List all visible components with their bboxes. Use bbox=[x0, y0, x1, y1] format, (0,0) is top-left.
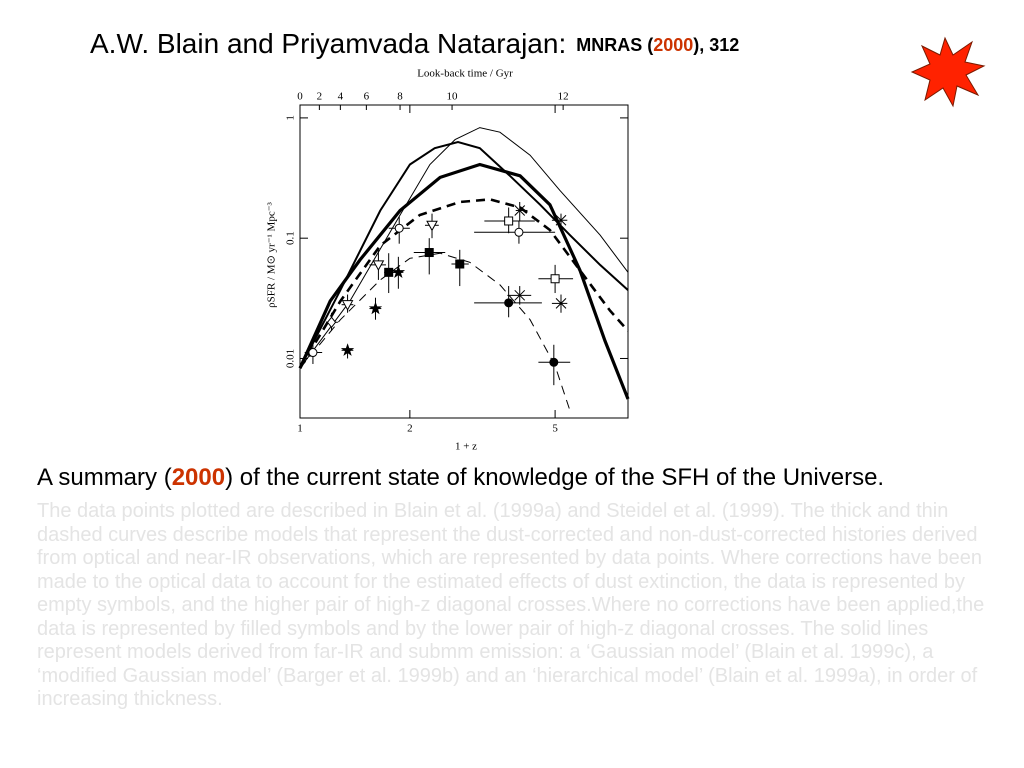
data-point bbox=[424, 248, 434, 258]
data-point bbox=[514, 289, 526, 301]
plot-area: Look-back time / Gyr 1 + z ρSFR / M⊙ yr⁻… bbox=[266, 68, 630, 453]
lead-year: 2000 bbox=[171, 464, 226, 491]
year: 2000 bbox=[653, 35, 693, 55]
x2-tick-label: 4 bbox=[338, 91, 344, 103]
slide-figure: A.W. Blain and Priyamvada Natarajan: MNRA… bbox=[90, 28, 986, 453]
x-axis-title: 1 + z bbox=[455, 441, 477, 453]
slide-title: A.W. Blain and Priyamvada Natarajan: MNRA… bbox=[90, 28, 739, 59]
volume: ), 312 bbox=[693, 35, 739, 55]
x2-tick-label: 12 bbox=[558, 91, 569, 103]
top-axis-title: Look-back time / Gyr bbox=[417, 68, 513, 80]
lead-text: A summary ( bbox=[37, 464, 172, 491]
y-tick-label: 1 bbox=[285, 115, 297, 121]
caption-body: The data points plotted are described in… bbox=[37, 500, 985, 710]
y-axis-title: ρSFR / M⊙ yr⁻¹ Mpc⁻³ bbox=[266, 201, 278, 307]
x2-tick-label: 2 bbox=[317, 91, 323, 103]
model-curve bbox=[299, 127, 629, 369]
data-point bbox=[426, 220, 438, 232]
data-point bbox=[555, 298, 567, 309]
y-tick-label: 0.1 bbox=[285, 231, 297, 245]
data-point bbox=[372, 260, 385, 271]
data-point bbox=[391, 265, 406, 279]
data-point bbox=[394, 223, 404, 233]
data-point bbox=[368, 301, 383, 315]
data-point bbox=[341, 300, 354, 311]
data-point bbox=[308, 348, 318, 358]
starburst bbox=[910, 36, 986, 108]
data-point bbox=[326, 316, 337, 329]
caption-lead: A summary (2000) of the current state of… bbox=[37, 464, 997, 492]
data-point bbox=[384, 267, 394, 277]
x2-tick-label: 8 bbox=[397, 91, 403, 103]
journal: MNRAS ( bbox=[576, 35, 653, 55]
x-tick-label: 5 bbox=[552, 423, 558, 435]
data-point bbox=[514, 205, 526, 216]
x2-tick-label: 0 bbox=[297, 91, 303, 103]
x2-tick-label: 10 bbox=[447, 91, 459, 103]
x-tick-label: 2 bbox=[407, 423, 413, 435]
data-point bbox=[550, 274, 560, 284]
data-point bbox=[340, 343, 355, 356]
data-point bbox=[455, 259, 465, 269]
authors: A.W. Blain and Priyamvada Natarajan: bbox=[90, 28, 566, 59]
data-point bbox=[549, 357, 559, 367]
model-curve bbox=[299, 252, 571, 411]
y-tick-label: 0.01 bbox=[285, 349, 297, 368]
model-curve bbox=[298, 198, 629, 369]
model-curve bbox=[298, 162, 630, 400]
model-curve bbox=[299, 140, 629, 369]
caption: A summary (2000) of the current state of… bbox=[37, 464, 997, 768]
x2-tick-label: 6 bbox=[364, 91, 370, 103]
plot-frame bbox=[299, 104, 629, 419]
data-point bbox=[555, 214, 567, 226]
data-point bbox=[504, 298, 514, 308]
lead-text: ) of the current state of knowledge of t… bbox=[225, 464, 885, 491]
data-point bbox=[514, 227, 524, 237]
x-tick-label: 1 bbox=[297, 423, 303, 435]
data-point bbox=[504, 216, 514, 226]
